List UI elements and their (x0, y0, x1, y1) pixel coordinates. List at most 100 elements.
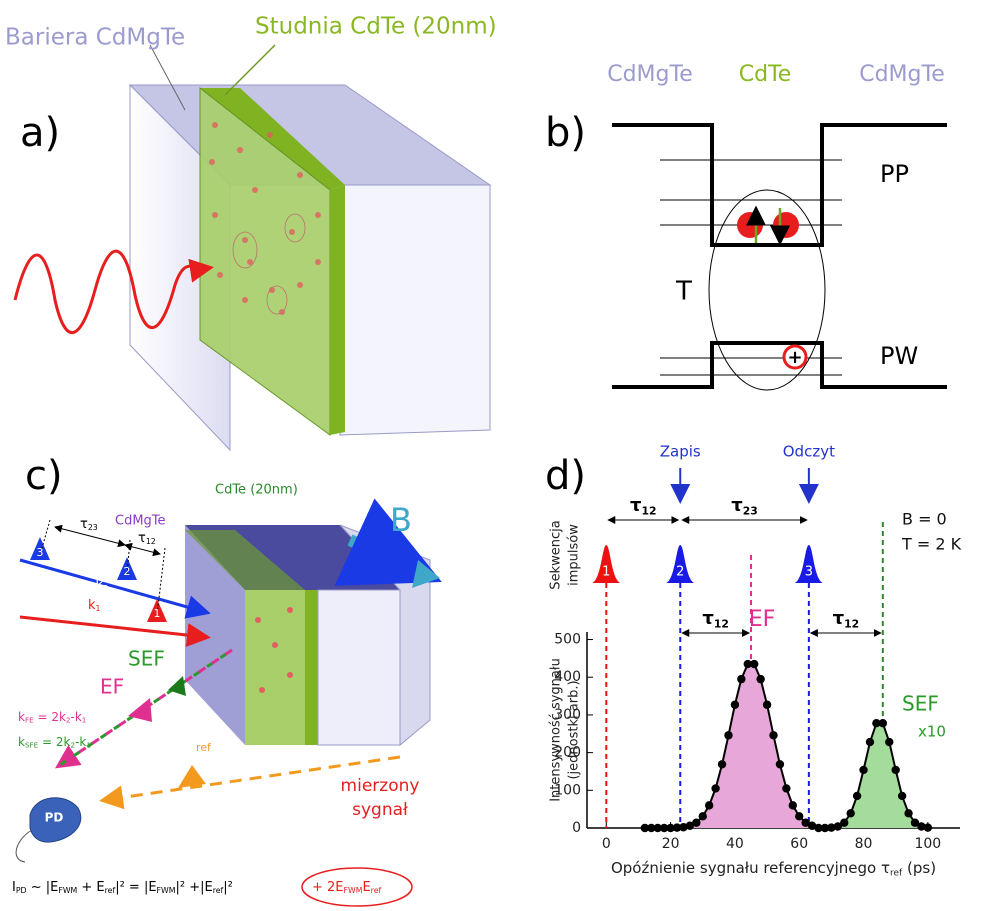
data-point (750, 660, 758, 668)
wavevector-label-part: 1 (96, 604, 101, 613)
wavevector-label-part: 3 (103, 584, 108, 593)
interval-label-part: τ (731, 495, 743, 516)
data-point (699, 812, 707, 820)
read-label: Odczyt (783, 443, 835, 461)
data-point (789, 801, 797, 809)
interval-label-part: 12 (714, 617, 729, 630)
barrier-label: Bariera CdMgTe (5, 25, 185, 51)
formula-part: + E (77, 880, 104, 895)
pulse-number: 1 (154, 607, 161, 620)
formula-part: |² = |E (115, 880, 156, 895)
interval-label: τ23 (731, 495, 758, 517)
data-point (731, 701, 739, 709)
data-point (885, 738, 893, 746)
x-tick-label: 60 (790, 836, 808, 852)
wavevector-label-part: k (18, 710, 25, 724)
y-tick-label: 0 (572, 820, 581, 836)
wavevector-label-part: 1 (86, 741, 91, 750)
formula-part: PD (16, 886, 27, 895)
delay-label-part: 12 (146, 537, 156, 546)
signal-label: EF (100, 675, 124, 699)
panel-label: b) (545, 110, 586, 156)
data-point (904, 809, 912, 817)
scale-label: x10 (918, 723, 946, 741)
delay-label-part: τ (80, 517, 88, 532)
pulse-number: 2 (676, 565, 684, 580)
data-point (795, 812, 803, 820)
x-tick-label: 100 (914, 836, 941, 852)
interval-label-part: τ (702, 608, 714, 629)
wavevector-label-part: = 2k (38, 735, 70, 749)
formula-term-part: E (362, 880, 370, 895)
reference-label: ref (196, 741, 212, 754)
data-point (891, 766, 899, 774)
formula-term-part: ref (371, 886, 382, 895)
x-axis-label-part: ref (890, 868, 903, 878)
measured-label: sygnał (352, 800, 408, 820)
data-point (763, 701, 771, 709)
wavevector-label: k2= k3 (68, 578, 108, 593)
formula: IPD ~ |EFWM + Eref|² = |EFWM|² +|Eref|² (12, 880, 233, 895)
transition-label: T (675, 277, 692, 307)
panel-a-drawing (15, 45, 490, 450)
pulse-axis-label: Sekwencja (549, 520, 564, 589)
interval-label: τ12 (702, 608, 729, 630)
temperature-label: T = 2 K (901, 535, 962, 554)
wavevector-label: k1 (88, 598, 101, 613)
wavevector-label-part: SFE (25, 741, 39, 750)
interval-label: τ12 (833, 608, 860, 630)
interval-label-part: τ (630, 495, 642, 516)
interval-label-part: 12 (844, 617, 859, 630)
formula-term: + 2EFWMEref (312, 880, 381, 895)
y-axis-label: (jednostki arb.) (567, 680, 582, 779)
data-point (924, 823, 932, 831)
figure: a)Bariera CdMgTeStudnia CdTe (20nm)b)CdM… (0, 0, 983, 911)
band-label: PW (880, 342, 918, 370)
data-point (776, 760, 784, 768)
band-label: PP (880, 160, 909, 188)
wavevector-label-part: = 2k (34, 710, 66, 724)
delay-label: τ23 (80, 517, 98, 532)
data-point (724, 731, 732, 739)
interval-label-part: τ (833, 608, 845, 629)
wavevector-label-part: = k (81, 578, 104, 593)
formula-part: |² (223, 880, 233, 895)
x-tick-label: 0 (602, 836, 611, 852)
data-point (840, 819, 848, 827)
field-label: B (390, 501, 412, 539)
data-point (692, 819, 700, 827)
formula-part: |² +|E (175, 880, 212, 895)
panel-label: c) (25, 453, 63, 499)
interval-label: τ12 (630, 495, 657, 517)
layer-label: CdMgTe (859, 62, 945, 87)
formula-part: ~ |E (27, 880, 59, 895)
formula-term-part: FWM (344, 886, 363, 895)
pulse-number: 3 (805, 565, 813, 580)
detector-label: PD (45, 811, 64, 825)
formula-part: ref (105, 886, 116, 895)
field-label: B = 0 (902, 510, 947, 529)
pulse-number: 3 (37, 546, 44, 559)
barrier-label: CdMgTe (115, 514, 166, 529)
formula-part: ref (213, 886, 224, 895)
wavevector-label: kSFE = 2k2-k1 (18, 735, 91, 750)
pulse-axis-label: impulsów (567, 524, 582, 586)
data-point (866, 738, 874, 746)
well-label: CdTe (20nm) (215, 483, 298, 498)
data-point (859, 766, 867, 774)
chart: d)0100200300400500020406080100Opóźnienie… (545, 443, 962, 879)
wavevector-label-part: -k (71, 710, 82, 724)
data-point (846, 809, 854, 817)
signal-label: SEF (128, 647, 165, 671)
hole-label: + (787, 347, 802, 368)
wavevector-label-part: 1 (82, 716, 87, 725)
layer-label: CdMgTe (607, 62, 693, 87)
data-point (711, 784, 719, 792)
x-tick-label: 40 (726, 836, 744, 852)
data-point (737, 675, 745, 683)
data-point (769, 731, 777, 739)
data-point (879, 719, 887, 727)
formula-part: FWM (58, 886, 77, 895)
delay-label-part: 23 (88, 523, 98, 532)
pulse-number: 2 (124, 565, 131, 578)
